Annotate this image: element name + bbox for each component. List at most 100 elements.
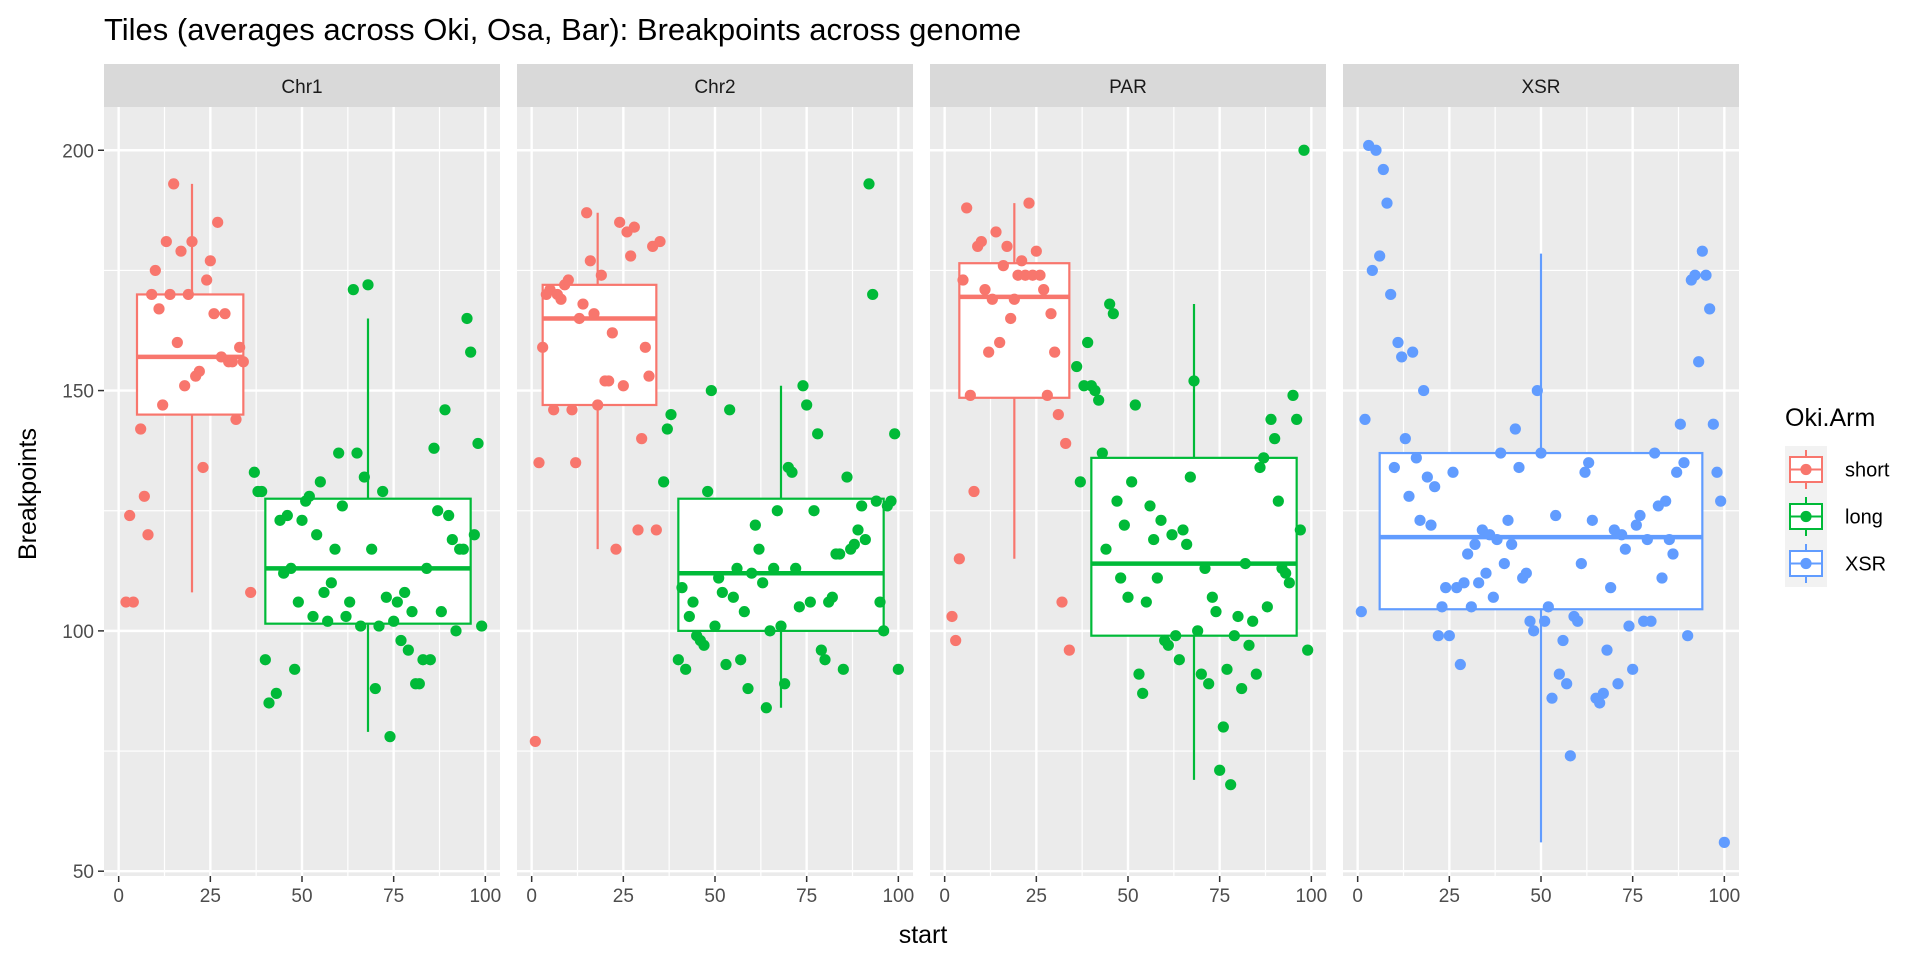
legend-label: long bbox=[1845, 507, 1883, 529]
data-point bbox=[1038, 284, 1050, 296]
data-point bbox=[219, 308, 231, 320]
data-point bbox=[1480, 567, 1492, 579]
data-point bbox=[867, 288, 879, 301]
data-point bbox=[1458, 577, 1470, 589]
data-point bbox=[1206, 591, 1218, 603]
data-point bbox=[676, 582, 688, 594]
data-point bbox=[731, 562, 743, 575]
data-point bbox=[786, 466, 798, 478]
box-iqr bbox=[958, 262, 1071, 399]
data-point bbox=[476, 620, 488, 632]
data-point bbox=[1374, 250, 1386, 262]
points-long bbox=[248, 279, 488, 743]
data-point bbox=[1443, 630, 1455, 642]
data-point bbox=[424, 654, 436, 666]
facet-strip-label: Chr2 bbox=[694, 77, 735, 98]
data-point bbox=[186, 235, 198, 248]
data-point bbox=[1572, 615, 1584, 627]
data-point bbox=[797, 380, 809, 392]
data-point bbox=[863, 178, 875, 190]
data-point bbox=[1071, 360, 1083, 373]
data-point bbox=[1707, 418, 1719, 430]
data-point bbox=[768, 562, 780, 575]
data-point bbox=[617, 380, 629, 392]
data-point bbox=[533, 457, 545, 469]
box-iqr bbox=[1378, 451, 1704, 611]
x-tick-label: 100 bbox=[882, 886, 914, 907]
data-point bbox=[435, 606, 447, 618]
data-point bbox=[1696, 245, 1708, 257]
data-point bbox=[259, 654, 271, 666]
x-tick-label: 50 bbox=[291, 886, 312, 907]
data-point bbox=[468, 529, 480, 541]
data-point bbox=[333, 447, 345, 459]
data-point bbox=[1495, 447, 1507, 459]
data-point bbox=[289, 663, 301, 675]
data-point bbox=[1597, 687, 1609, 699]
data-point bbox=[1682, 630, 1694, 642]
data-point bbox=[1594, 697, 1606, 709]
data-point bbox=[1243, 639, 1255, 651]
facet-panel-xsr: XSR 0 25 50 75 100 bbox=[1343, 64, 1740, 907]
data-point bbox=[1524, 615, 1536, 627]
data-point bbox=[1188, 375, 1200, 387]
data-point bbox=[889, 428, 901, 440]
data-point bbox=[1487, 591, 1499, 603]
data-point bbox=[1539, 615, 1551, 627]
data-point bbox=[1553, 668, 1565, 680]
data-point bbox=[990, 226, 1002, 238]
legend-item-short: short bbox=[1785, 446, 1890, 493]
data-point bbox=[1583, 457, 1595, 469]
data-point bbox=[548, 404, 560, 416]
data-point bbox=[790, 562, 802, 575]
data-point bbox=[1462, 548, 1474, 560]
data-point bbox=[1561, 678, 1573, 690]
data-point bbox=[1473, 577, 1485, 589]
data-point bbox=[197, 461, 209, 474]
data-point bbox=[595, 269, 607, 281]
data-point bbox=[1586, 514, 1598, 526]
data-point bbox=[658, 476, 670, 488]
data-point bbox=[1656, 572, 1668, 584]
data-point bbox=[443, 509, 455, 522]
data-point bbox=[1447, 466, 1459, 478]
data-point bbox=[683, 610, 695, 623]
data-point bbox=[735, 654, 747, 666]
data-point bbox=[237, 356, 249, 368]
x-tick-label: 50 bbox=[1530, 886, 1551, 907]
data-point bbox=[1173, 654, 1185, 666]
data-point bbox=[804, 596, 816, 608]
x-tick-label: 25 bbox=[613, 886, 634, 907]
facet-strip-label: PAR bbox=[1109, 77, 1147, 98]
points-short bbox=[529, 207, 666, 748]
data-point bbox=[1283, 577, 1295, 589]
data-point bbox=[1366, 264, 1378, 277]
legend-title: Oki.Arm bbox=[1785, 404, 1875, 432]
data-point bbox=[1030, 245, 1042, 257]
data-point bbox=[311, 529, 323, 541]
x-tick-label: 100 bbox=[469, 886, 501, 907]
data-point bbox=[245, 586, 257, 599]
data-point bbox=[1261, 601, 1273, 613]
facet-panel-par: PAR 0 25 50 75 100 bbox=[930, 64, 1327, 907]
data-point bbox=[157, 399, 169, 411]
data-point bbox=[1414, 514, 1426, 526]
data-point bbox=[248, 466, 260, 478]
data-point bbox=[212, 216, 224, 228]
data-point bbox=[643, 370, 655, 382]
data-point bbox=[377, 485, 389, 498]
data-point bbox=[1502, 514, 1514, 526]
data-point bbox=[421, 562, 433, 575]
data-point bbox=[639, 341, 651, 353]
data-point bbox=[1550, 509, 1562, 522]
facet-strip bbox=[517, 64, 913, 107]
data-point bbox=[570, 457, 582, 469]
data-point bbox=[1436, 601, 1448, 613]
data-point bbox=[1432, 630, 1444, 642]
data-point bbox=[153, 303, 165, 315]
data-point bbox=[1247, 615, 1259, 627]
data-point bbox=[716, 586, 728, 599]
data-point bbox=[428, 442, 440, 454]
data-point bbox=[1148, 533, 1160, 546]
data-point bbox=[983, 346, 995, 358]
